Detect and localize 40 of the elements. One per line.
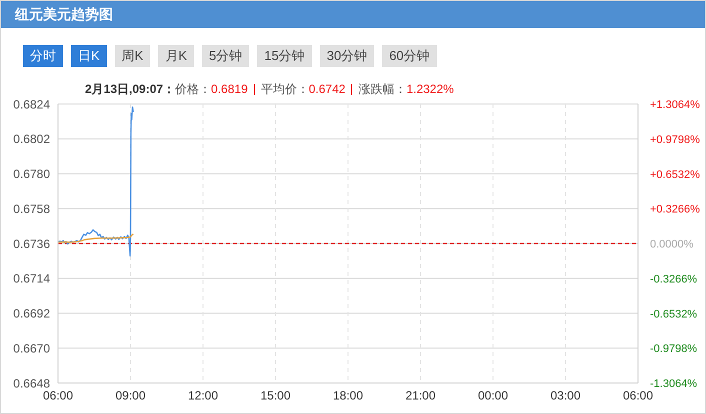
y-tick-label: 0.6802 [13, 132, 50, 146]
x-tick-label: 06:00 [622, 388, 654, 403]
text: 日K [71, 45, 107, 67]
text: 涨跌幅：1.2322% [358, 81, 454, 97]
y2-tick-label: +0.6532% [650, 168, 700, 181]
text: 月K [158, 45, 194, 67]
y2-tick-label: -0.9798% [650, 343, 698, 356]
text: 周K [114, 45, 150, 67]
y-tick-label: 0.6692 [13, 306, 50, 321]
x-tick-label: 03:00 [550, 388, 581, 403]
chart-title: 纽元美元趋势图 [15, 5, 113, 24]
x-tick-label: 09:00 [115, 388, 146, 403]
y-tick-label: 0.6780 [13, 167, 50, 182]
y-tick-label: 0.6714 [13, 272, 50, 286]
x-tick-label: 00:00 [478, 388, 508, 403]
x-tick-label: 21:00 [405, 388, 436, 403]
text: 5分钟 [202, 45, 250, 67]
text: 30分钟 [320, 45, 374, 67]
y-tick-label: 0.6824 [13, 97, 50, 112]
y2-tick-label: 0.0000% [650, 238, 694, 250]
text: 60分钟 [382, 45, 437, 67]
y-tick-label: 0.6670 [13, 341, 50, 356]
y2-tick-label: +1.3064% [650, 99, 700, 111]
y2-tick-label: -0.6532% [650, 308, 698, 320]
y2-tick-label: +0.9798% [650, 134, 700, 146]
y2-tick-label: +0.3266% [650, 204, 700, 216]
text: 价格：0.6819 [175, 81, 248, 97]
text: 平均价：0.6742 [260, 81, 346, 97]
x-tick-label: 06:00 [42, 388, 74, 403]
text: 分时 [23, 45, 63, 67]
y-tick-label: 0.6758 [13, 202, 50, 216]
y2-tick-label: -1.3064% [650, 378, 698, 390]
x-tick-label: 15:00 [260, 388, 291, 403]
x-tick-label: 12:00 [188, 388, 218, 403]
y-tick-label: 0.6736 [13, 236, 50, 251]
text: 2月13日,09:07： [85, 81, 176, 97]
x-tick-label: 18:00 [332, 388, 364, 403]
y-tick-label: 0.6648 [13, 376, 50, 390]
text: 15分钟 [257, 45, 312, 67]
y2-tick-label: -0.3266% [650, 273, 698, 286]
